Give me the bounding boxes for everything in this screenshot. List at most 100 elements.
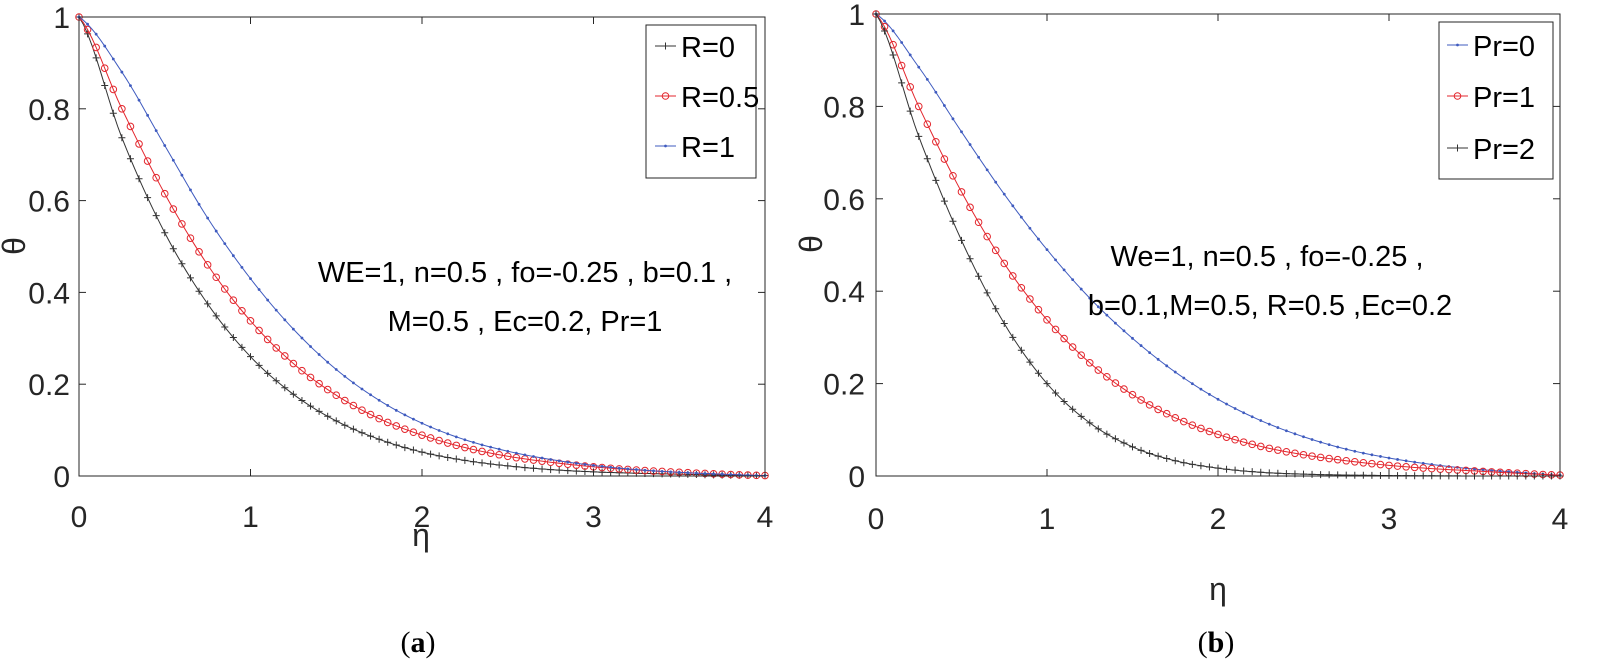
panel-b-series-2-point: [957, 188, 966, 196]
panel-a-series-1-point: [444, 454, 452, 462]
panel-b-series-3-point: [1376, 471, 1384, 479]
panel-b-series-1: [874, 12, 1562, 477]
panel-a-series-1-point: [298, 396, 306, 404]
panel-b-series-2-point: [1265, 444, 1274, 453]
panel-b-legend-label-2: Pr=1: [1473, 82, 1535, 114]
panel-a-series-3-point: [454, 435, 458, 439]
panel-b-series-1-point: [1242, 411, 1246, 415]
panel-b-x-tick-label: 1: [1039, 503, 1056, 536]
panel-b-series-2-point: [1274, 446, 1282, 454]
panel-a-annotation-line-1: WE=1, n=0.5 , fo=-0.25 , b=0.1 ,: [318, 257, 732, 289]
panel-b-series-1-point: [1319, 440, 1322, 444]
panel-a-series-2-point: [178, 220, 186, 228]
panel-a-caption: (a): [401, 626, 436, 659]
panel-a-x-axis-title: η: [412, 517, 430, 553]
panel-a-caption-close: ): [426, 626, 436, 659]
panel-b-series-3-point: [975, 272, 983, 280]
panel-b-series-2-point: [1017, 283, 1026, 292]
panel-a-series-1-point: [186, 274, 194, 282]
panel-a-series-2-point: [383, 418, 392, 427]
panel-a-series-2-point: [135, 140, 143, 148]
panel-a-series-3-point: [291, 327, 295, 331]
panel-a-series-3-point: [154, 129, 158, 132]
panel-a-y-tick-label: 0.8: [28, 94, 70, 127]
panel-b-series-2-point: [1120, 385, 1128, 393]
panel-a-series-1-point: [332, 417, 340, 425]
panel-b-series-2-point: [1051, 325, 1060, 334]
panel-b-series-2-point: [1248, 440, 1256, 449]
panel-a-series-2-point: [349, 401, 358, 410]
panel-a-series-3-point: [274, 308, 278, 312]
panel-b-series-3-point: [923, 155, 931, 163]
panel-b-series-2-point: [1111, 379, 1120, 387]
panel-a-series-2-point: [306, 373, 315, 382]
panel-a-series-3-point: [334, 368, 338, 371]
panel-b-series-1-point: [1045, 248, 1049, 252]
panel-a-series-1-point: [255, 361, 263, 369]
panel-b-series-3-point: [1077, 412, 1085, 420]
panel-b-series-3-point: [1129, 443, 1136, 451]
panel-a-series-3-point: [669, 470, 673, 474]
panel-a-x-tick-label: 3: [585, 501, 602, 534]
panel-b-series-3-point: [1223, 465, 1231, 473]
panel-a-series-3-point: [583, 463, 587, 466]
panel-b-series-2-point: [906, 83, 915, 91]
panel-b-series-2: [872, 10, 1564, 479]
panel-b-series-2-point: [1162, 409, 1171, 418]
panel-a-series-2-point: [426, 434, 435, 442]
panel-b-caption-letter: b: [1208, 626, 1225, 659]
panel-a-series-1-point: [247, 353, 254, 361]
panel-b-series-3-point: [1231, 466, 1239, 474]
panel-a-series-3-point: [360, 387, 364, 391]
panel-a-series-3-point: [206, 216, 210, 220]
panel-a-series-3-point: [660, 469, 664, 473]
panel-a-series-1-point: [538, 465, 546, 473]
panel-a-series-1-point: [358, 429, 366, 437]
panel-b-series-2-point: [974, 218, 983, 227]
panel-a-series-3-point: [386, 404, 390, 407]
panel-a-series-3-point: [729, 473, 733, 476]
panel-b-x-axis-title: η: [1209, 571, 1227, 607]
panel-a-series-2-point: [152, 173, 160, 182]
panel-a-series-2-point: [203, 261, 212, 269]
panel-b-x-tick-label: 4: [1552, 503, 1569, 536]
panel-a-series-2-point: [323, 385, 332, 394]
panel-a-series-3-point: [703, 472, 707, 475]
panel-a-series-2-point: [392, 422, 401, 430]
panel-a-series-1-point: [452, 455, 460, 463]
panel-a-series-3-point: [171, 158, 175, 162]
panel-a-series-1-point: [504, 462, 512, 470]
panel-b-series-3-point: [1052, 389, 1060, 397]
panel-b-series-2-point: [1333, 455, 1342, 464]
panel-b-series-3-point: [889, 51, 897, 59]
panel-b-series-2-point: [1299, 450, 1308, 459]
panel-b-series-2-point: [949, 171, 957, 180]
panel-a-series-1-point: [615, 469, 623, 477]
panel-b-series-3-point: [898, 79, 906, 87]
panel-b-series-1-point: [1370, 453, 1374, 457]
panel-a-series-2-point: [263, 335, 272, 344]
panel-b-series-2-point: [1103, 372, 1111, 381]
panel-a-chart: 0 1 2 3 4 0 0.2 0.4 0.6 0.8 1 η θ WE=1, n=0.5 , fo…: [0, 2, 773, 659]
panel-a-series-2-point: [478, 447, 486, 456]
panel-b-series-3-point: [949, 217, 957, 225]
panel-a-series-3-point: [592, 464, 595, 467]
panel-a-legend-marker-1: [662, 42, 669, 50]
panel-b-legend-marker-2: [1453, 92, 1462, 100]
panel-b-series-1-point: [943, 104, 946, 107]
panel-b-series-1-point: [1233, 407, 1237, 410]
panel-b-series-1-point: [1353, 449, 1357, 453]
panel-b-series-2-point: [1419, 464, 1427, 472]
panel-a-series-1-point: [435, 452, 443, 460]
panel-a-series-3-point: [283, 318, 287, 322]
panel-b-series-1-point: [1327, 443, 1331, 447]
panel-a-x-tick-label: 0: [71, 501, 88, 534]
panel-a-series-3-point: [523, 453, 527, 457]
panel-b-series-3-point: [1351, 471, 1359, 479]
panel-b-series-3-point: [983, 289, 991, 297]
panel-a-series-3-point: [566, 460, 570, 464]
panel-b-series-2-point: [1154, 405, 1162, 414]
panel-b-y-tick-label: 0.2: [823, 369, 865, 402]
panel-a-series-1-point: [92, 54, 100, 62]
panel-b-series-1-point: [1096, 305, 1100, 309]
